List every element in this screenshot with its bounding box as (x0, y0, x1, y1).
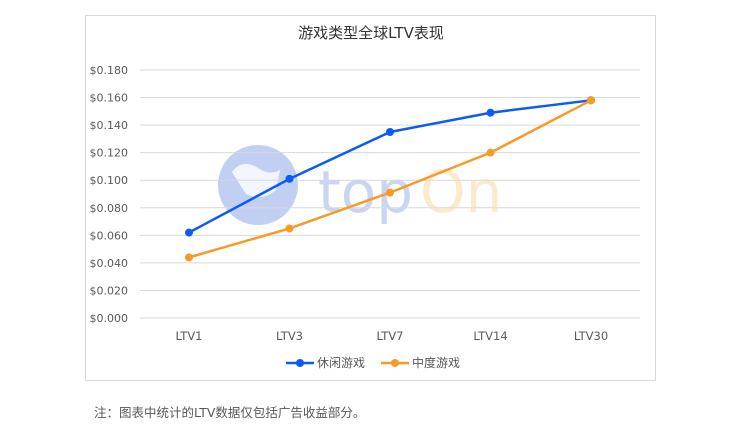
data-point (386, 188, 394, 197)
y-tick-label: $0.100 (90, 174, 129, 187)
chart-frame (85, 15, 656, 381)
y-tick-label: $0.080 (90, 202, 129, 215)
x-tick-label: LTV14 (473, 329, 507, 343)
legend-label: 休闲游戏 (317, 356, 365, 370)
y-tick-label: $0.140 (90, 119, 129, 132)
y-tick-label: $0.040 (90, 257, 129, 270)
x-tick-label: LTV3 (276, 329, 303, 343)
y-tick-label: $0.180 (90, 64, 129, 77)
x-tick-label: LTV7 (376, 329, 403, 343)
data-point (285, 174, 294, 183)
series-2 (185, 96, 595, 262)
chart-title: 游戏类型全球LTV表现 (298, 24, 444, 42)
svg-text:On: On (420, 158, 502, 226)
data-point (185, 228, 193, 237)
legend-marker (391, 359, 399, 367)
y-tick-label: $0.020 (90, 284, 129, 297)
data-point (185, 253, 193, 262)
legend-label: 中度游戏 (412, 355, 460, 370)
data-point (486, 108, 495, 117)
y-tick-label: $0.120 (90, 147, 129, 160)
y-tick-label: $0.000 (90, 312, 129, 325)
y-tick-label: $0.060 (90, 229, 129, 242)
ltv-line-chart: top On 游戏类型全球LTV表现 $0.000 $0.020 $0.040 $0.… (90, 24, 640, 370)
svg-text:top: top (318, 158, 413, 226)
data-point (285, 224, 294, 233)
footnote: 注：图表中统计的LTV数据仅包括广告收益部分。 (94, 405, 366, 420)
x-tick-label: LTV30 (574, 329, 608, 343)
legend-marker (296, 359, 304, 367)
data-point (587, 96, 595, 105)
data-point (486, 148, 495, 157)
x-tick-label: LTV1 (175, 329, 202, 343)
y-tick-label: $0.160 (90, 92, 129, 105)
data-point (386, 128, 394, 136)
